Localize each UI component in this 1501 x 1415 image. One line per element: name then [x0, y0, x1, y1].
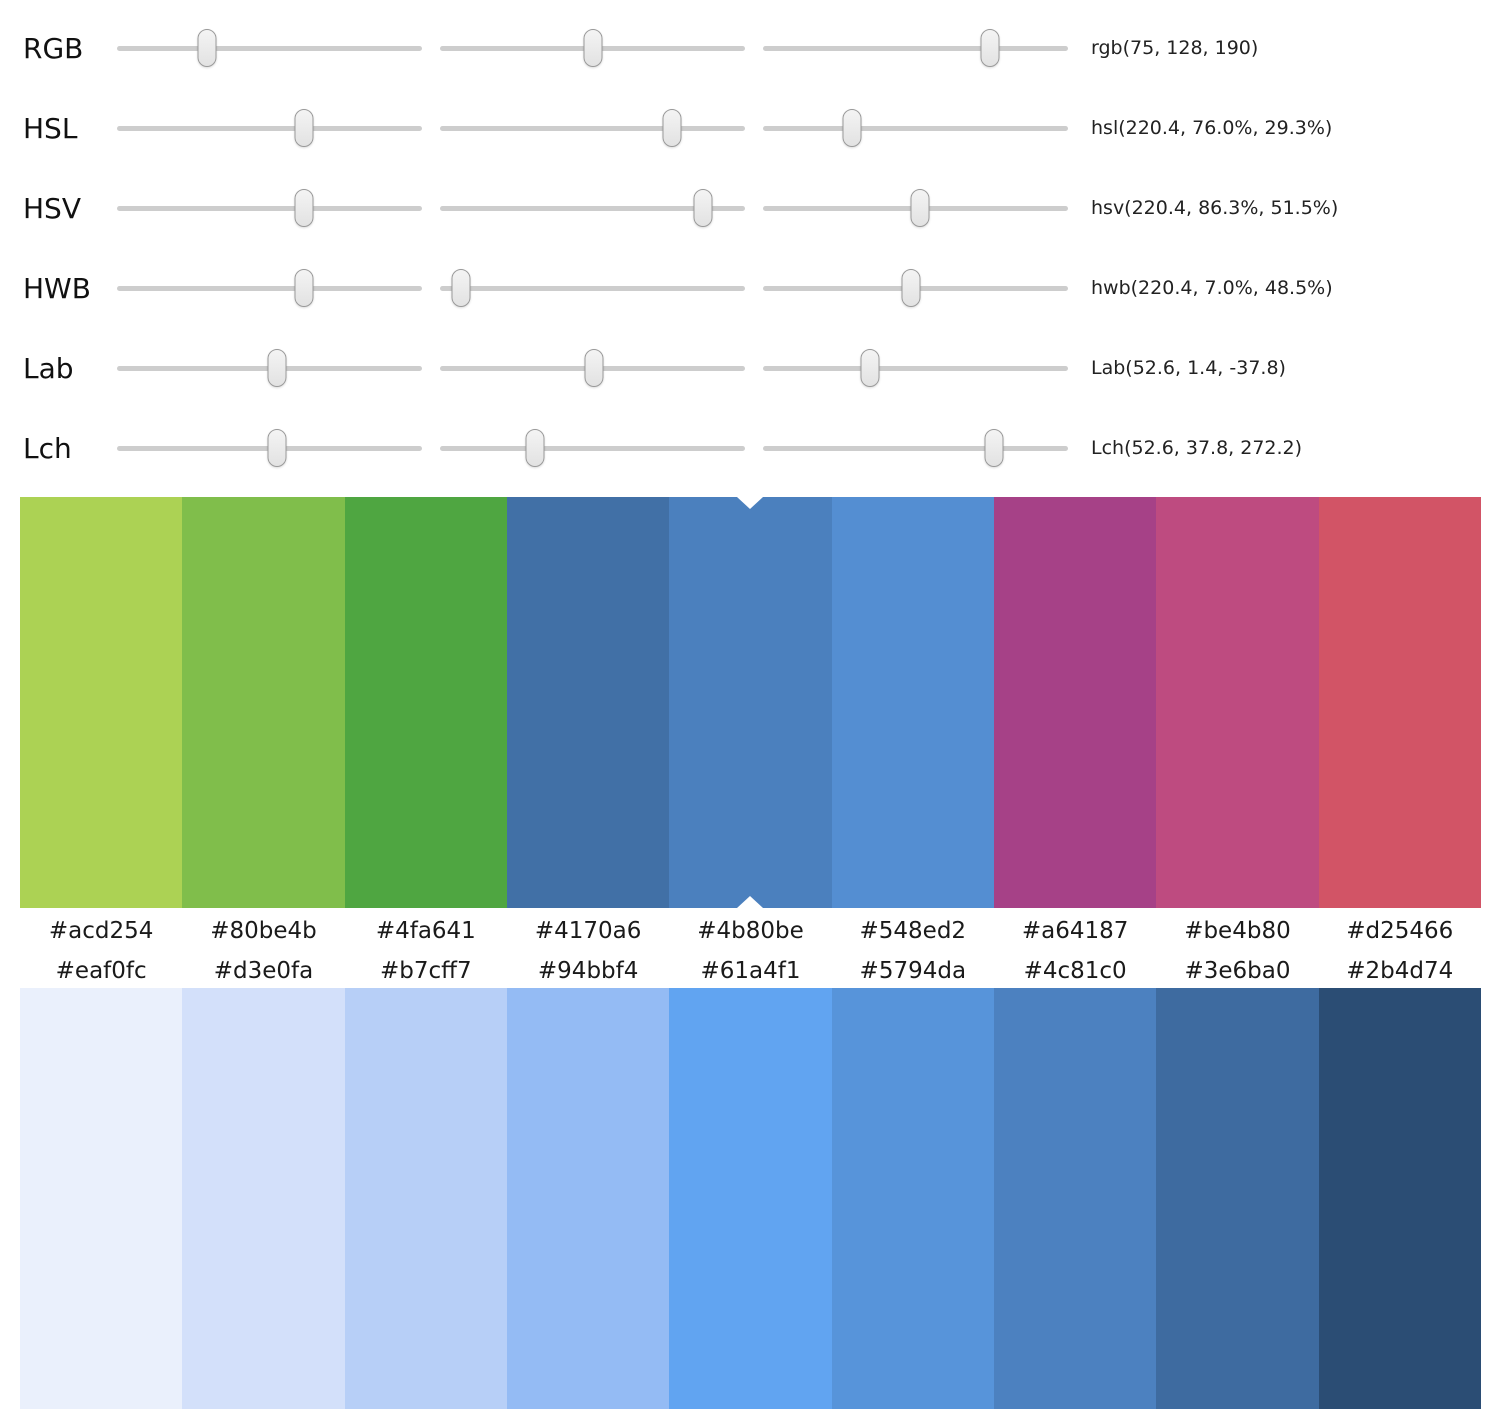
hex-code-label: #5794da — [859, 957, 967, 984]
hex-code-label: #4b80be — [697, 917, 804, 944]
slider-track-2[interactable] — [440, 109, 745, 147]
slider-row-lch: Lch Lch(52.6, 37.8, 272.2) — [0, 408, 1501, 488]
color-swatch[interactable] — [1318, 988, 1481, 1409]
hex-code-label: #a64187 — [1021, 917, 1129, 944]
color-swatch[interactable] — [506, 497, 670, 908]
slider-row-label: RGB — [23, 31, 84, 65]
hex-code-label: #61a4f1 — [700, 957, 801, 984]
color-value-text: Lab(52.6, 1.4, -37.8) — [1091, 357, 1286, 379]
slider-knob[interactable] — [451, 269, 471, 307]
slider-knob[interactable] — [294, 269, 314, 307]
color-swatch[interactable] — [344, 497, 507, 908]
hex-code-label: #4170a6 — [534, 917, 642, 944]
color-value-text: hsl(220.4, 76.0%, 29.3%) — [1091, 117, 1333, 139]
slider-row-hsl: HSL hsl(220.4, 76.0%, 29.3%) — [0, 88, 1501, 168]
slider-knob[interactable] — [267, 429, 287, 467]
color-swatch[interactable] — [1156, 988, 1319, 1409]
slider-row-label: HSL — [23, 111, 78, 145]
hex-code-label: #d25466 — [1346, 917, 1454, 944]
hex-code-label: #2b4d74 — [1346, 957, 1454, 984]
hex-labels-bottom: #eaf0fc #d3e0fa #b7cff7 #94bbf4 #61a4f1 #5794… — [20, 953, 1481, 988]
hex-code-label: #b7cff7 — [380, 957, 472, 984]
slider-track-3[interactable] — [763, 429, 1068, 467]
color-value-text: hwb(220.4, 7.0%, 48.5%) — [1091, 277, 1333, 299]
color-swatch[interactable] — [20, 988, 183, 1409]
color-value-text: rgb(75, 128, 190) — [1091, 37, 1259, 59]
slider-row-label: HSV — [23, 191, 81, 225]
color-value-text: hsv(220.4, 86.3%, 51.5%) — [1091, 197, 1339, 219]
slider-knob[interactable] — [842, 109, 862, 147]
color-swatch[interactable] — [669, 988, 832, 1409]
slider-knob[interactable] — [583, 29, 603, 67]
selected-color-marker-bottom — [737, 896, 764, 908]
slider-row-label: HWB — [23, 271, 91, 305]
color-swatch[interactable] — [1156, 497, 1319, 908]
slider-track-2[interactable] — [440, 29, 745, 67]
color-swatch[interactable] — [993, 988, 1157, 1409]
slider-track-3[interactable] — [763, 269, 1068, 307]
slider-knob[interactable] — [197, 29, 217, 67]
slider-row-label: Lab — [23, 351, 74, 385]
hex-code-label: #94bbf4 — [537, 957, 639, 984]
color-sliders-panel: RGB rgb(75, 128, 190) HSL hsl(220.4, 76.0%,… — [0, 0, 1501, 488]
color-swatch[interactable] — [182, 497, 345, 908]
slider-track-3[interactable] — [763, 349, 1068, 387]
slider-track-2[interactable] — [440, 349, 745, 387]
slider-track-1[interactable] — [117, 269, 422, 307]
slider-track-3[interactable] — [763, 29, 1068, 67]
slider-row-rgb: RGB rgb(75, 128, 190) — [0, 8, 1501, 88]
color-swatch[interactable] — [182, 988, 345, 1409]
color-swatch[interactable] — [993, 497, 1157, 908]
color-value-text: Lch(52.6, 37.8, 272.2) — [1091, 437, 1303, 459]
slider-knob[interactable] — [901, 269, 921, 307]
color-swatch[interactable] — [669, 497, 832, 908]
slider-track-3[interactable] — [763, 109, 1068, 147]
palette-top — [20, 497, 1481, 908]
color-swatch[interactable] — [831, 988, 994, 1409]
hex-code-label: #eaf0fc — [55, 957, 147, 984]
slider-track-1[interactable] — [117, 29, 422, 67]
slider-track-2[interactable] — [440, 269, 745, 307]
slider-knob[interactable] — [980, 29, 1000, 67]
slider-row-label: Lch — [23, 431, 72, 465]
slider-row-lab: Lab Lab(52.6, 1.4, -37.8) — [0, 328, 1501, 408]
slider-knob[interactable] — [294, 189, 314, 227]
hex-code-label: #548ed2 — [859, 917, 967, 944]
selected-color-marker-top — [737, 497, 764, 509]
slider-track-1[interactable] — [117, 429, 422, 467]
hex-code-label: #d3e0fa — [213, 957, 314, 984]
hex-code-label: #3e6ba0 — [1184, 957, 1291, 984]
color-swatch[interactable] — [506, 988, 670, 1409]
slider-row-hsv: HSV hsv(220.4, 86.3%, 51.5%) — [0, 168, 1501, 248]
slider-track-2[interactable] — [440, 189, 745, 227]
slider-knob[interactable] — [984, 429, 1004, 467]
slider-track-3[interactable] — [763, 189, 1068, 227]
slider-knob[interactable] — [267, 349, 287, 387]
slider-row-hwb: HWB hwb(220.4, 7.0%, 48.5%) — [0, 248, 1501, 328]
slider-knob[interactable] — [910, 189, 930, 227]
color-swatch[interactable] — [344, 988, 507, 1409]
slider-track-1[interactable] — [117, 109, 422, 147]
slider-track-2[interactable] — [440, 429, 745, 467]
hex-code-label: #80be4b — [210, 917, 317, 944]
palette-bottom — [20, 988, 1481, 1409]
color-swatch[interactable] — [20, 497, 183, 908]
color-swatch[interactable] — [1318, 497, 1481, 908]
hex-code-label: #acd254 — [48, 917, 154, 944]
slider-knob[interactable] — [662, 109, 682, 147]
hex-code-label: #4c81c0 — [1023, 957, 1127, 984]
slider-knob[interactable] — [860, 349, 880, 387]
hex-labels-top: #acd254 #80be4b #4fa641 #4170a6 #4b80be #548e… — [20, 908, 1481, 953]
color-swatch[interactable] — [831, 497, 994, 908]
slider-track-1[interactable] — [117, 349, 422, 387]
slider-knob[interactable] — [693, 189, 713, 227]
hex-code-label: #be4b80 — [1184, 917, 1291, 944]
slider-knob[interactable] — [584, 349, 604, 387]
slider-knob[interactable] — [525, 429, 545, 467]
slider-track-1[interactable] — [117, 189, 422, 227]
slider-knob[interactable] — [294, 109, 314, 147]
hex-code-label: #4fa641 — [375, 917, 476, 944]
